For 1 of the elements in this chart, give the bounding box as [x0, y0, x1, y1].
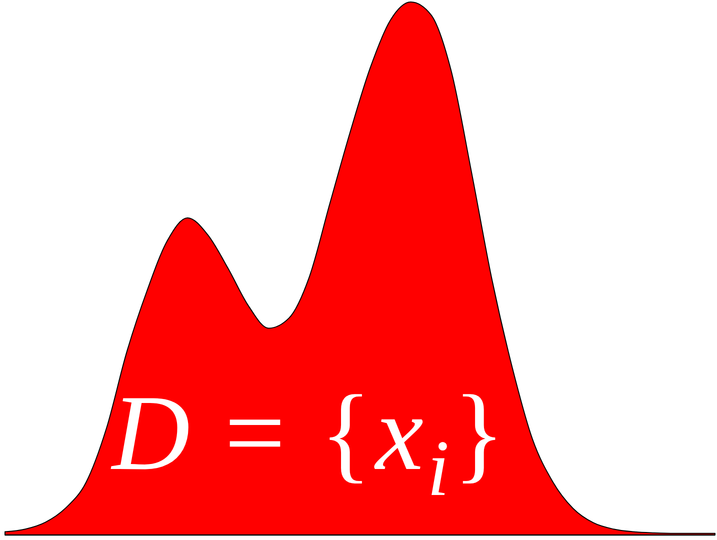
annotation: D = {x$_{i}$}: [110, 374, 505, 513]
